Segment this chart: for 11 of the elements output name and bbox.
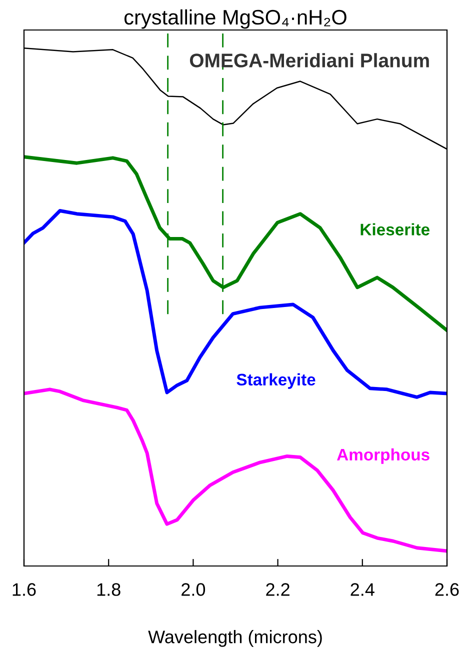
x-tick-label: 1.6	[12, 583, 36, 596]
series-label: Kieserite	[360, 223, 430, 236]
x-tick-label: 1.8	[97, 583, 120, 596]
x-tick-label: 2.4	[350, 583, 374, 596]
x-tick-label: 2.2	[266, 583, 290, 596]
chart-title: crystalline MgSO₄·nH₂O	[124, 9, 346, 29]
series-label: Amorphous	[336, 448, 430, 464]
series-label: Starkeyite	[236, 373, 316, 389]
x-axis-title: Wavelength (microns)	[148, 630, 322, 647]
x-tick-label: 2.0	[182, 583, 206, 596]
x-tick-label: 2.6	[435, 583, 459, 596]
